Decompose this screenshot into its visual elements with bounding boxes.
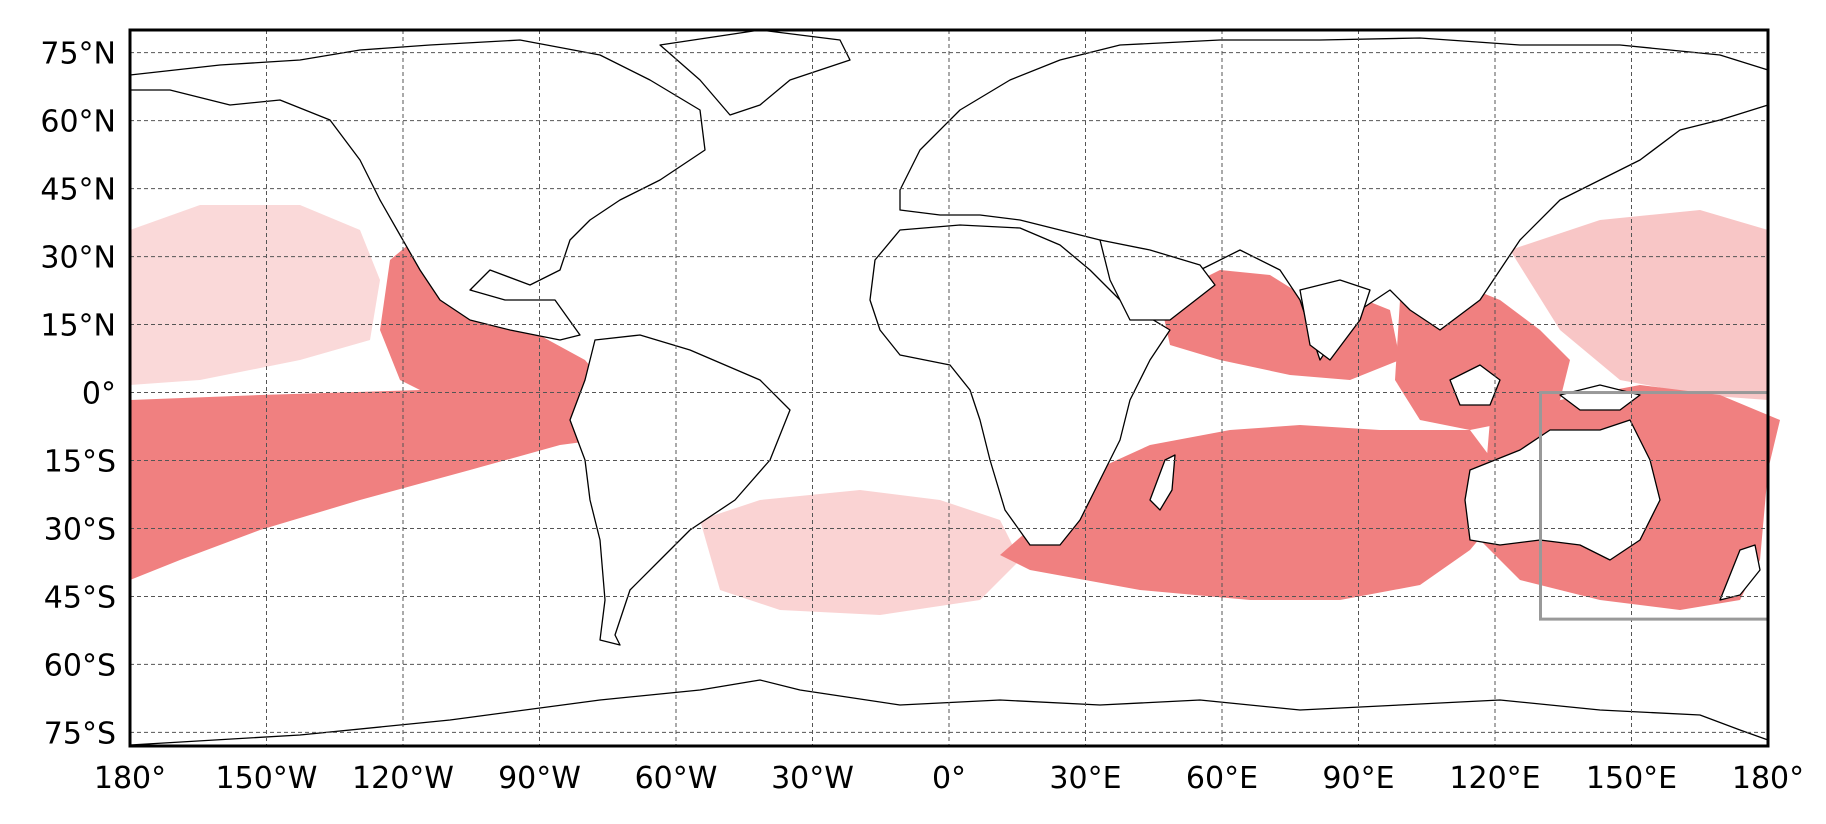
north-america	[129, 39, 706, 341]
latitude-tick-labels: 75°N 60°N 45°N 30°N 15°N 0° 15°S 30°S 45°S 60°S 75…	[40, 37, 116, 752]
latitude-tick-label: 15°N	[40, 309, 116, 344]
latitude-tick-label: 60°N	[40, 105, 116, 140]
map-frame	[128, 28, 1770, 748]
latitude-tick-label: 45°S	[44, 580, 116, 615]
indian-ocean-south	[1000, 425, 1500, 600]
south-atlantic	[700, 490, 1020, 615]
longitude-tick-label: 30°W	[771, 761, 854, 796]
longitude-tick-labels: 180° 150°W 120°W 90°W 60°W 30°W 0° 30°E 60°E 90°E…	[94, 761, 1804, 796]
south-pacific-band	[130, 390, 600, 580]
madagascar	[1149, 454, 1176, 511]
longitude-tick-label: 0°	[932, 761, 966, 796]
longitude-tick-label: 60°E	[1186, 761, 1258, 796]
longitude-tick-label: 180°	[94, 761, 166, 796]
longitude-tick-label: 180°	[1732, 761, 1804, 796]
africa	[869, 224, 1171, 546]
india	[1299, 279, 1371, 361]
latitude-tick-label: 75°S	[44, 716, 116, 751]
greenland	[659, 29, 851, 116]
latitude-tick-label: 75°N	[40, 37, 116, 72]
north-pacific	[130, 205, 380, 385]
longitude-tick-label: 120°E	[1449, 761, 1540, 796]
longitude-tick-label: 30°E	[1049, 761, 1121, 796]
longitude-tick-label: 150°W	[216, 761, 318, 796]
west-pacific	[1510, 210, 1768, 400]
graticule	[130, 30, 1768, 746]
new-zealand	[1719, 544, 1761, 601]
latitude-tick-label: 30°N	[40, 241, 116, 276]
latitude-tick-label: 15°S	[44, 445, 116, 480]
australia	[1464, 419, 1661, 561]
south-america	[569, 334, 791, 646]
latitude-tick-label: 45°N	[40, 173, 116, 208]
arabia	[1099, 239, 1216, 321]
longitude-tick-label: 90°W	[498, 761, 581, 796]
longitude-tick-label: 120°W	[352, 761, 454, 796]
longitude-tick-label: 60°W	[635, 761, 718, 796]
longitude-tick-label: 150°E	[1586, 761, 1677, 796]
latitude-tick-label: 0°	[82, 377, 116, 412]
longitude-tick-label: 90°E	[1322, 761, 1394, 796]
point-density-layer	[130, 205, 1780, 615]
latitude-tick-label: 60°S	[44, 648, 116, 683]
latitude-tick-label: 30°S	[44, 512, 116, 547]
